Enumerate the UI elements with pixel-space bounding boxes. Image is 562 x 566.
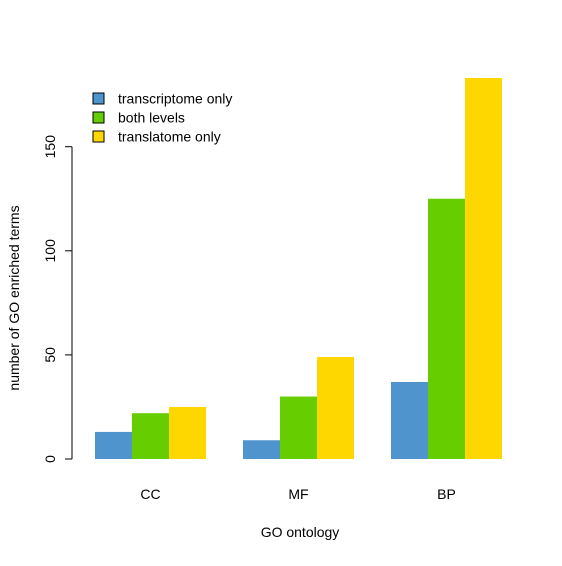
bars (95, 78, 502, 460)
legend-swatch (92, 92, 105, 105)
legend-swatch (92, 111, 105, 124)
bar-mf-transcriptome-only (243, 440, 280, 459)
bar-cc-both-levels (132, 413, 169, 459)
x-tick-labels: CC MF BP (140, 486, 455, 502)
x-tick-label: CC (140, 486, 160, 502)
bar-cc-translatome-only (169, 406, 206, 459)
x-axis-label: GO ontology (261, 524, 340, 540)
y-tick-label: 50 (42, 347, 58, 363)
y-tick-label: 150 (42, 135, 58, 159)
bar-cc-transcriptome-only (95, 431, 132, 459)
bar-mf-translatome-only (317, 356, 354, 459)
legend-label: transcriptome only (118, 91, 232, 107)
x-tick-label: MF (288, 486, 308, 502)
legend-label: both levels (118, 110, 185, 126)
y-axis: 0 50 100 150 (42, 135, 73, 463)
bar-mf-both-levels (280, 396, 317, 459)
x-tick-label: BP (437, 486, 456, 502)
bar-bp-both-levels (428, 198, 465, 460)
y-axis-label: number of GO enriched terms (6, 205, 22, 390)
bar-bp-translatome-only (465, 78, 502, 459)
y-tick-label: 0 (42, 455, 58, 463)
legend-label: translatome only (118, 129, 221, 145)
legend: transcriptome only both levels translatome… (92, 91, 232, 145)
legend-swatch (92, 130, 105, 143)
y-tick-label: 100 (42, 239, 58, 263)
bar-bp-transcriptome-only (391, 381, 428, 459)
